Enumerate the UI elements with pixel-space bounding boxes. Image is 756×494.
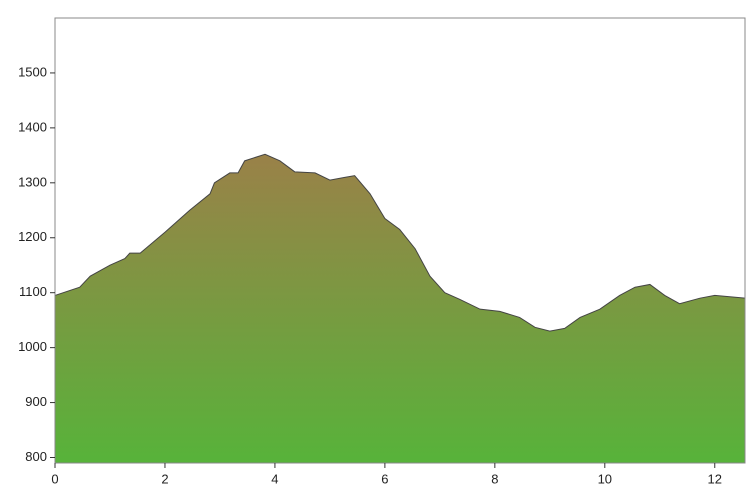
x-tick-label: 2 xyxy=(161,471,168,486)
plot-frame xyxy=(54,17,746,464)
y-tick-label: 1200 xyxy=(18,229,47,244)
y-tick-label: 1400 xyxy=(18,119,47,134)
x-tick-label: 12 xyxy=(708,471,722,486)
y-tick-label: 1300 xyxy=(18,174,47,189)
y-tick-label: 800 xyxy=(25,449,47,464)
x-tick-label: 6 xyxy=(381,471,388,486)
y-tick-label: 1500 xyxy=(18,64,47,79)
x-tick-label: 8 xyxy=(491,471,498,486)
x-tick-label: 10 xyxy=(598,471,612,486)
y-tick-label: 1100 xyxy=(19,284,47,299)
elevation-area xyxy=(55,154,745,463)
y-tick-label: 1000 xyxy=(18,339,47,354)
y-tick-label: 900 xyxy=(25,394,47,409)
elevation-line xyxy=(54,153,746,332)
x-tick-label: 4 xyxy=(271,471,278,486)
x-tick-label: 0 xyxy=(51,471,58,486)
